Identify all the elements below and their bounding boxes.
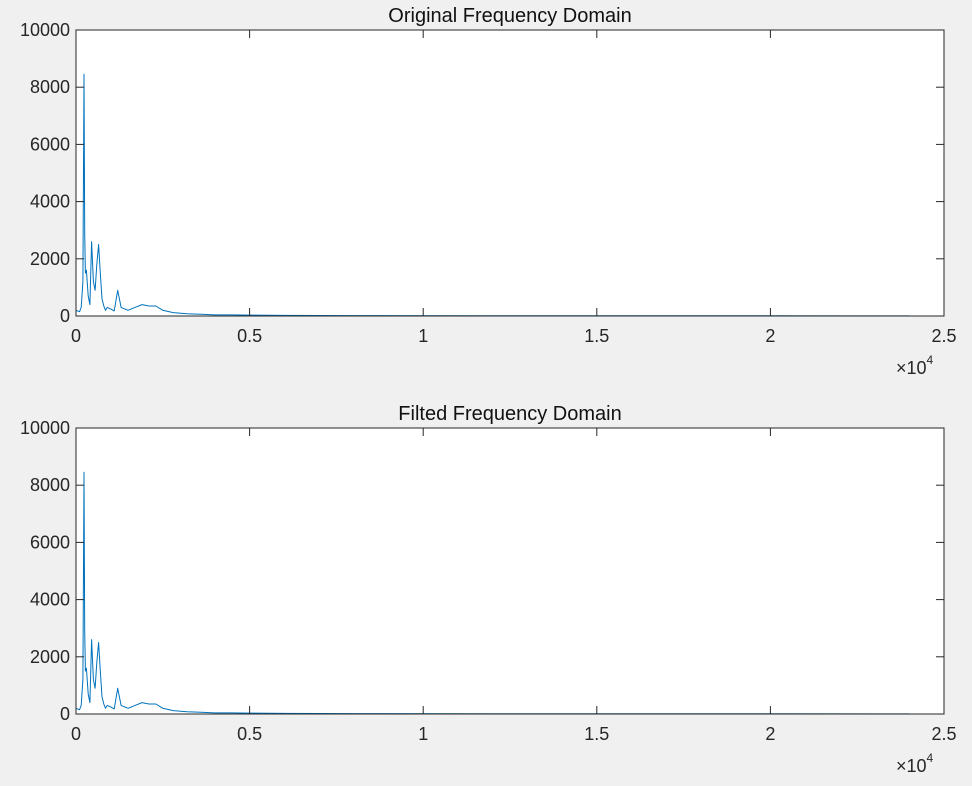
y-tick-label: 4000 — [30, 192, 70, 212]
chart-title: Filted Frequency Domain — [398, 403, 621, 425]
x-exponent-power: 4 — [927, 751, 934, 765]
x-tick-label: 0.5 — [237, 724, 262, 744]
x-tick-label: 0 — [71, 724, 81, 744]
axes-box — [75, 427, 945, 715]
y-tick-label: 10000 — [20, 20, 70, 40]
y-tick-label: 2000 — [30, 647, 70, 667]
x-tick-label: 2.5 — [931, 326, 956, 346]
series-line — [76, 73, 910, 316]
series-line — [76, 471, 910, 714]
chart-title: Original Frequency Domain — [388, 5, 631, 27]
x-tick-label: 0 — [71, 326, 81, 346]
y-tick-label: 8000 — [30, 475, 70, 495]
y-tick-label: 0 — [60, 306, 70, 326]
subplot-filtered: Filted Frequency Domain 0 0.5 1 1.5 2 2.5 0 2000… — [20, 403, 957, 776]
axes-box — [75, 29, 945, 317]
x-tick-label: 2 — [765, 724, 775, 744]
x-exponent-power: 4 — [927, 353, 934, 367]
y-tick-label: 6000 — [30, 134, 70, 154]
x-exponent-label: ×104 — [896, 751, 934, 776]
x-tick-label: 1 — [418, 724, 428, 744]
x-tick-label: 1.5 — [584, 326, 609, 346]
x-tick-label: 0.5 — [237, 326, 262, 346]
y-tick-label: 2000 — [30, 249, 70, 269]
x-tick-label: 2.5 — [931, 724, 956, 744]
x-exponent-label: ×104 — [896, 353, 934, 378]
plot-area — [76, 30, 944, 316]
x-exponent-base: ×10 — [896, 756, 927, 776]
y-tick-label: 6000 — [30, 532, 70, 552]
subplot-original: Original Frequency Domain 0 0.5 1 1.5 2 2.5 0 20… — [20, 5, 957, 378]
y-tick-label: 4000 — [30, 590, 70, 610]
x-tick-label: 2 — [765, 326, 775, 346]
y-tick-label: 10000 — [20, 418, 70, 438]
x-tick-label: 1 — [418, 326, 428, 346]
x-tick-label: 1.5 — [584, 724, 609, 744]
y-tick-label: 0 — [60, 704, 70, 724]
x-exponent-base: ×10 — [896, 358, 927, 378]
plot-area — [76, 428, 944, 714]
y-tick-label: 8000 — [30, 77, 70, 97]
